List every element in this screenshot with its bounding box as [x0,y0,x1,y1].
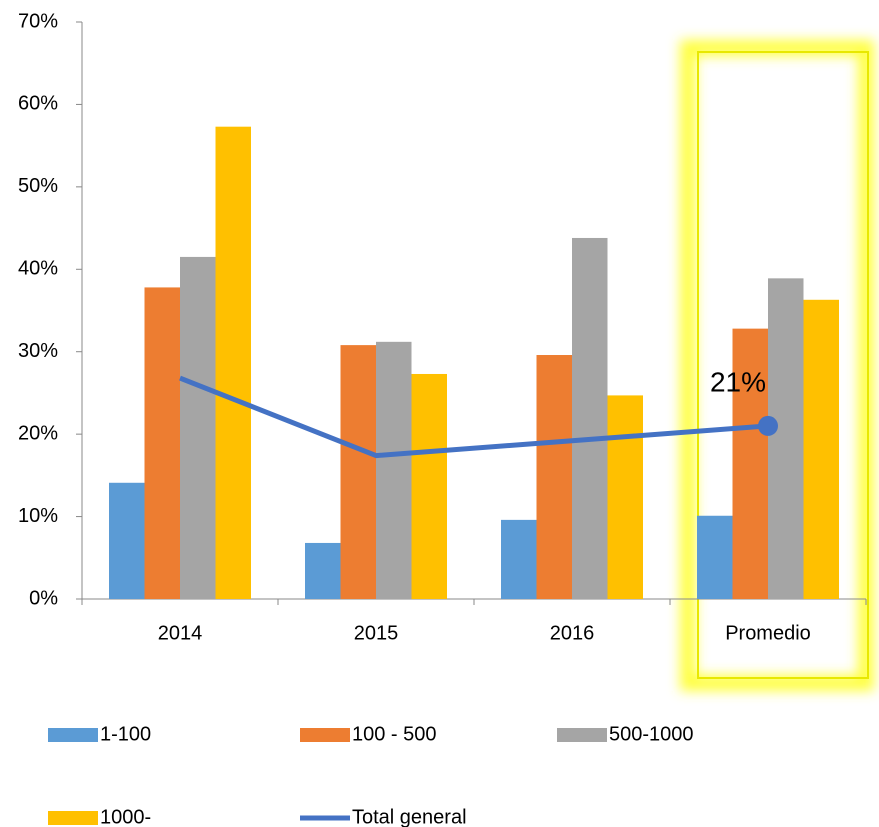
bar [340,345,376,599]
highlight-box [697,51,869,679]
bar [376,341,412,599]
bar [803,299,839,599]
y-tick-label: 0% [29,587,58,609]
legend-label: 1-100 [100,723,151,745]
x-tick-label: 2015 [354,622,399,644]
y-tick-label: 10% [18,505,58,527]
legend-label: 100 - 500 [352,723,437,745]
legend-swatch [48,728,98,742]
legend-label: 1000- [100,806,151,827]
y-tick-label: 40% [18,258,58,280]
x-tick-label: 2016 [550,622,595,644]
bar [144,287,180,599]
bar [607,395,643,599]
bar [305,542,341,599]
bar [109,482,145,599]
bar [215,126,251,599]
legend-swatch [48,811,98,825]
line [179,375,769,459]
bar [768,278,804,599]
legend-label: 500-1000 [609,723,694,745]
data-label: 21% [710,366,766,397]
bar [697,515,733,599]
bar [732,328,768,599]
bar [180,256,216,599]
line-marker [758,415,778,436]
bar [572,237,608,599]
legend-swatch [557,728,607,742]
legend-swatch [300,728,350,742]
bar [411,373,447,599]
legend-label: Total general [352,806,467,827]
y-tick-label: 70% [18,10,58,32]
y-tick-label: 50% [18,175,58,197]
bar [536,355,572,599]
y-tick-label: 20% [18,422,58,444]
bar [501,519,537,599]
y-tick-label: 60% [18,93,58,115]
highlight-glow [680,40,874,691]
x-tick-label: Promedio [725,622,811,644]
x-tick-label: 2014 [158,622,203,644]
y-tick-label: 30% [18,340,58,362]
